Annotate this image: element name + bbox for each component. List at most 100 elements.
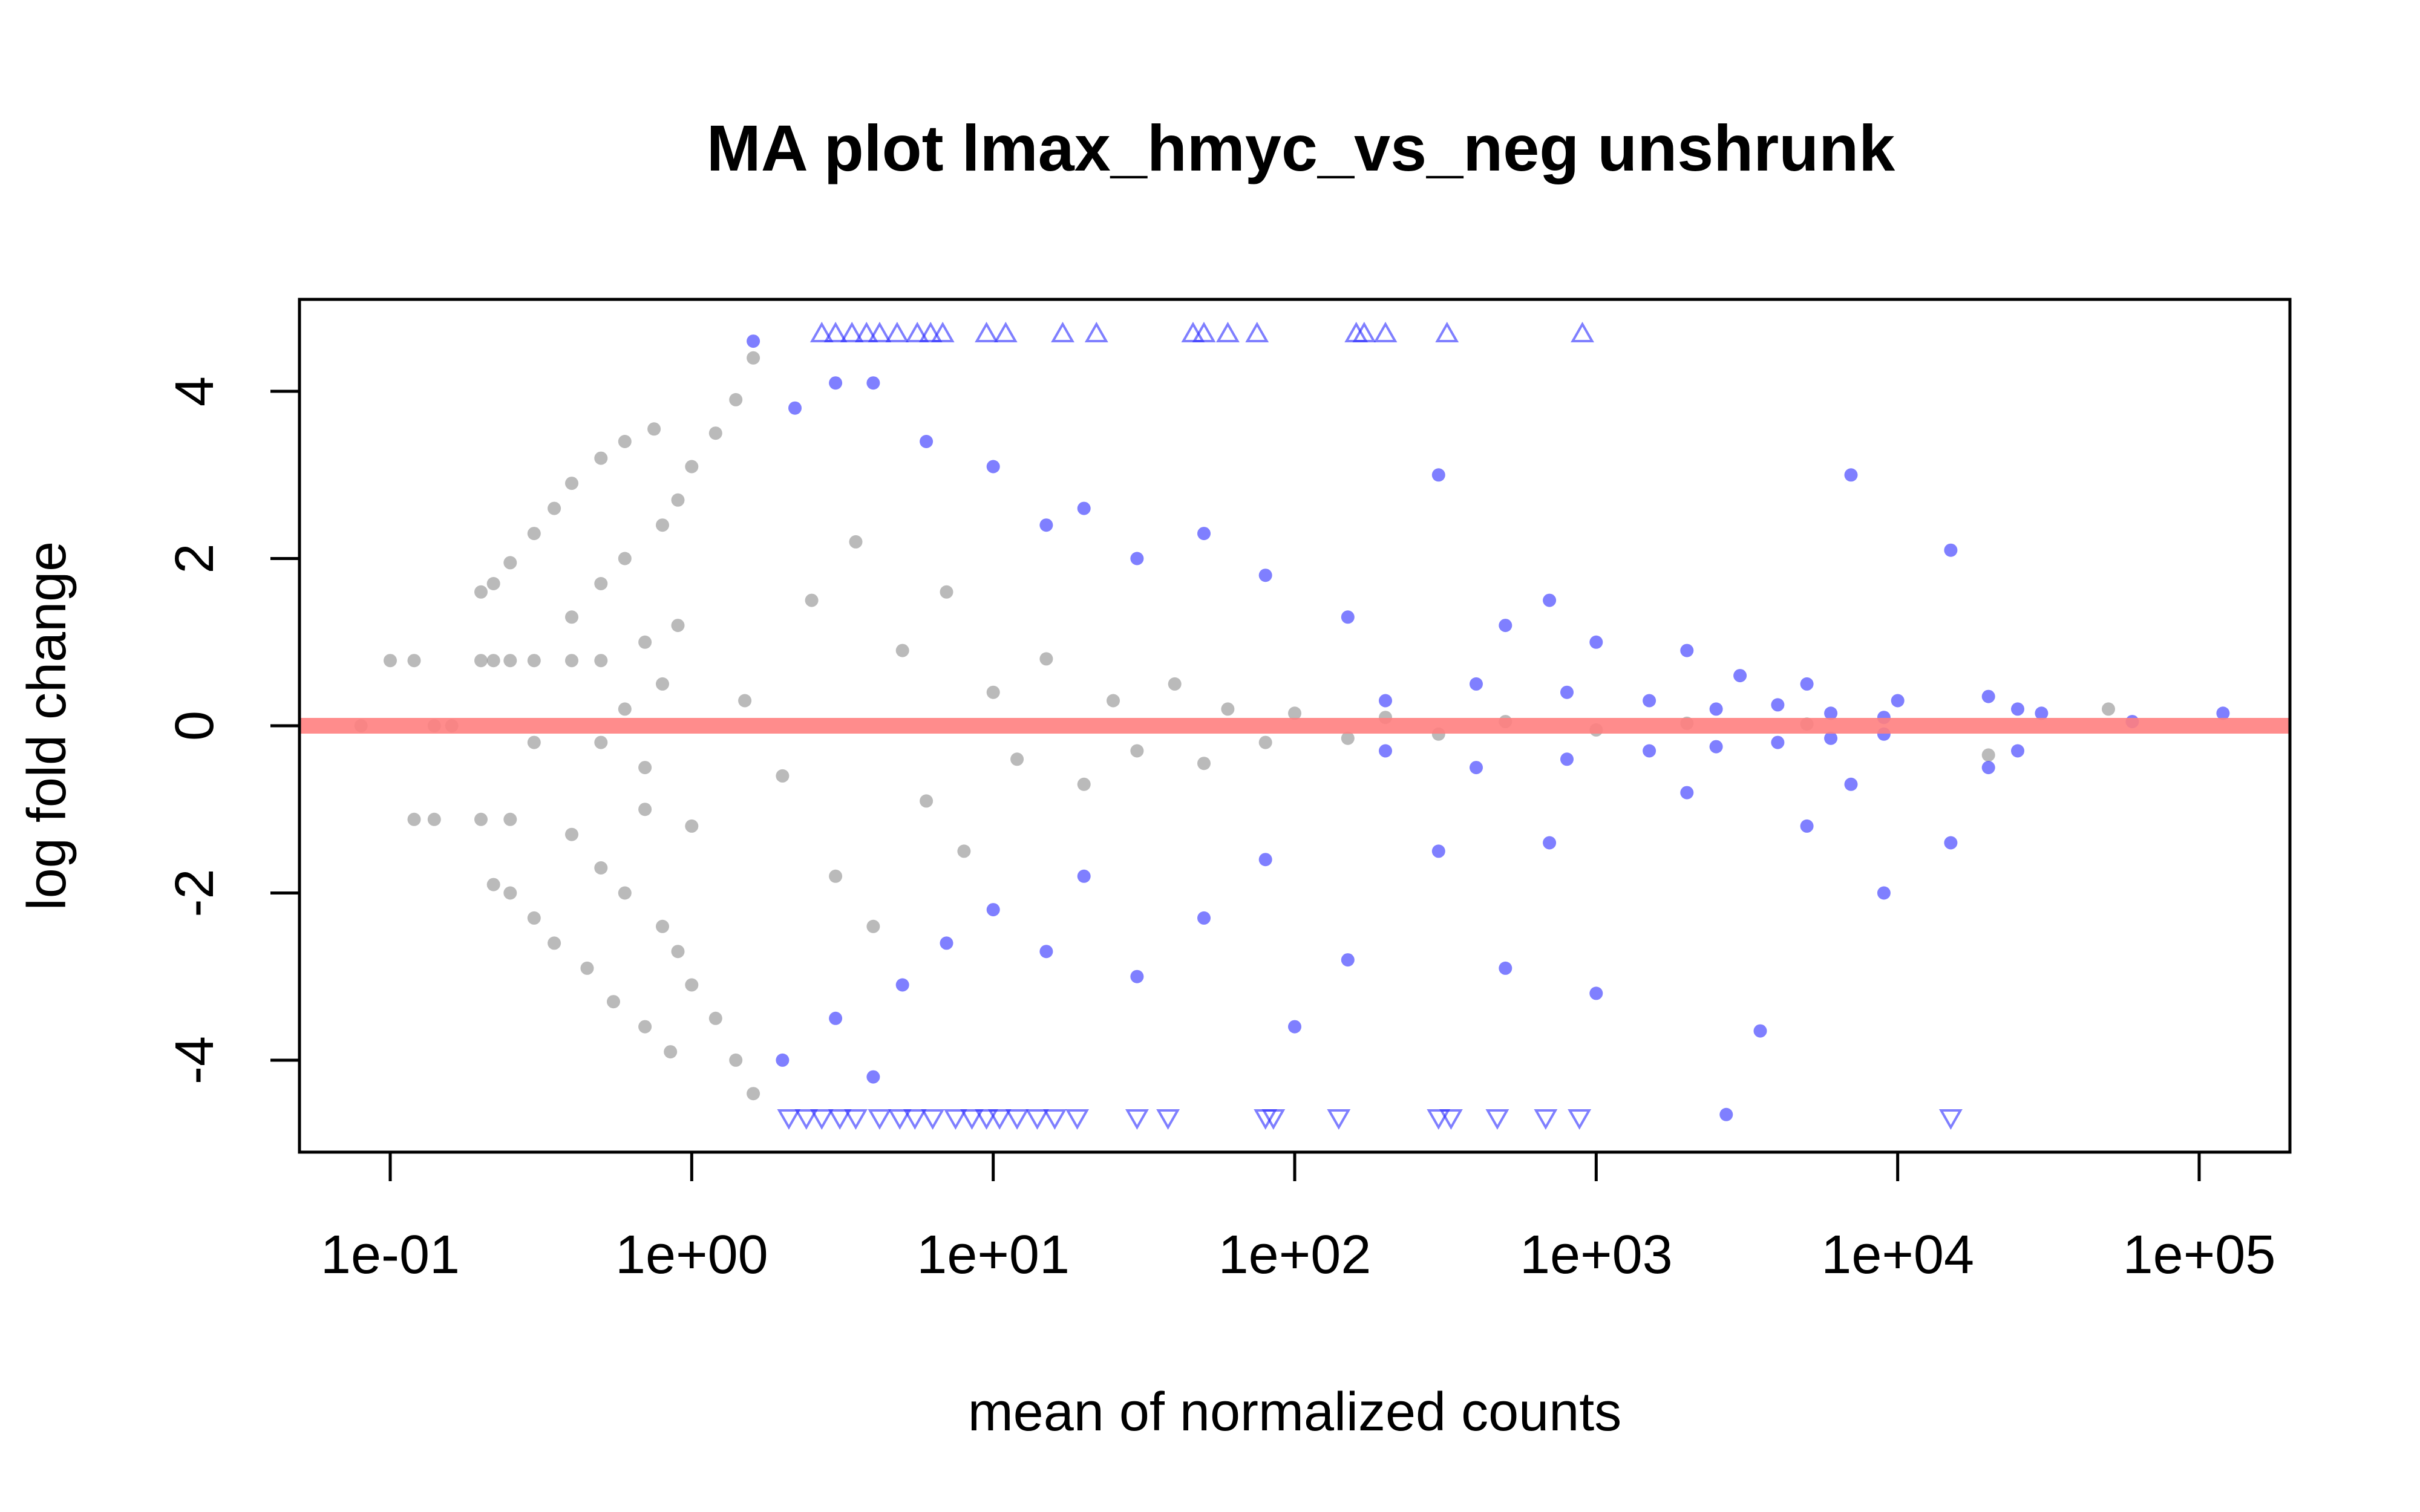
out-of-range-point-down <box>975 1109 999 1130</box>
x-tick-label: 1e+05 <box>2123 1225 2276 1285</box>
data-point <box>1039 945 1053 959</box>
out-of-range-point-down <box>1427 1109 1451 1130</box>
data-point <box>1981 748 1995 762</box>
data-point <box>1197 911 1211 925</box>
data-point <box>940 936 953 950</box>
data-point <box>638 635 652 649</box>
out-of-range-point-down <box>868 1109 892 1130</box>
out-of-range-point-down <box>844 1109 868 1130</box>
data-point <box>1589 635 1603 649</box>
data-point <box>805 593 819 607</box>
data-point <box>1733 669 1747 683</box>
data-point <box>866 1070 880 1084</box>
data-point <box>565 827 578 841</box>
points-significant <box>747 334 2230 1121</box>
data-point <box>1891 694 1905 708</box>
data-point <box>1130 969 1144 983</box>
data-point <box>1944 836 1958 850</box>
data-point <box>594 654 608 668</box>
data-point <box>1771 735 1785 749</box>
data-point <box>747 351 760 365</box>
data-point <box>1379 694 1392 708</box>
out-of-range-point-up <box>993 321 1018 342</box>
data-point <box>1130 552 1144 565</box>
data-point <box>1077 777 1091 791</box>
data-point <box>986 685 1000 699</box>
data-point <box>671 493 685 507</box>
out-of-range-point-up <box>1051 321 1074 342</box>
data-point <box>2102 702 2115 716</box>
out-of-range-point-down <box>809 1109 834 1130</box>
data-point <box>1130 744 1144 758</box>
data-point <box>1431 468 1445 482</box>
data-point <box>565 610 578 624</box>
data-point <box>607 995 620 1009</box>
data-point <box>565 654 578 668</box>
data-point <box>647 422 661 436</box>
data-point <box>2035 706 2049 720</box>
data-point <box>866 919 880 933</box>
data-point <box>1643 744 1656 758</box>
out-of-range-point-down <box>888 1109 912 1130</box>
data-point <box>986 903 1000 917</box>
out-of-range-point-down <box>1327 1109 1351 1130</box>
out-of-range-point-down <box>1025 1109 1049 1130</box>
data-point <box>829 1011 843 1025</box>
data-point <box>738 694 752 708</box>
data-point <box>776 769 790 783</box>
data-point <box>1680 644 1694 657</box>
out-of-range-point-down <box>1261 1109 1286 1130</box>
data-point <box>2011 702 2024 716</box>
data-point <box>1197 527 1211 541</box>
data-point <box>1341 731 1355 745</box>
out-of-range-point-down <box>960 1109 984 1130</box>
data-point <box>594 735 608 749</box>
out-of-range-point-up <box>1084 321 1108 342</box>
data-point <box>1981 689 1995 703</box>
data-point <box>1379 744 1392 758</box>
out-of-range-point-up <box>1215 321 1240 342</box>
data-point <box>656 677 669 691</box>
data-point <box>829 376 843 390</box>
out-of-range-point-down <box>987 1109 1012 1130</box>
data-point <box>1288 1020 1301 1034</box>
data-point <box>638 1020 652 1034</box>
out-of-range-point-up <box>809 321 834 342</box>
out-of-range-point-down <box>1125 1109 1149 1130</box>
data-point <box>503 886 517 900</box>
data-point <box>1077 501 1091 515</box>
data-point <box>986 460 1000 474</box>
data-point <box>565 477 578 490</box>
out-of-range-point-up <box>1192 321 1216 342</box>
out-of-range-point-down <box>1439 1109 1463 1130</box>
data-point <box>580 961 594 975</box>
x-tick-label: 1e+01 <box>917 1225 1070 1285</box>
out-of-range-point-up <box>823 321 848 342</box>
data-point <box>729 1053 743 1067</box>
out-of-range-point-down <box>1156 1109 1180 1130</box>
out-of-range-point-up <box>1245 321 1269 342</box>
data-point <box>548 501 561 515</box>
data-point <box>849 535 863 549</box>
data-point <box>1107 694 1120 708</box>
data-point <box>1680 786 1694 800</box>
data-point <box>920 435 934 448</box>
out-of-range-point-down <box>1534 1109 1558 1130</box>
out-of-range-point-up <box>1435 321 1459 342</box>
data-point <box>1221 702 1235 716</box>
data-point <box>1341 610 1355 624</box>
y-tick-label: -2 <box>165 868 225 917</box>
out-of-range-point-down <box>921 1109 945 1130</box>
data-point <box>1643 694 1656 708</box>
data-point <box>656 919 669 933</box>
x-axis-label: mean of normalized counts <box>968 1382 1622 1442</box>
data-point <box>685 978 699 992</box>
out-of-range-point-down <box>1042 1109 1067 1130</box>
out-of-range-point-down <box>828 1109 852 1130</box>
data-point <box>594 577 608 590</box>
data-point <box>708 426 722 440</box>
data-point <box>1197 757 1211 771</box>
data-point <box>747 1087 760 1101</box>
x-tick-label: 1e+04 <box>1821 1225 1974 1285</box>
out-of-range-point-down <box>1568 1109 1592 1130</box>
